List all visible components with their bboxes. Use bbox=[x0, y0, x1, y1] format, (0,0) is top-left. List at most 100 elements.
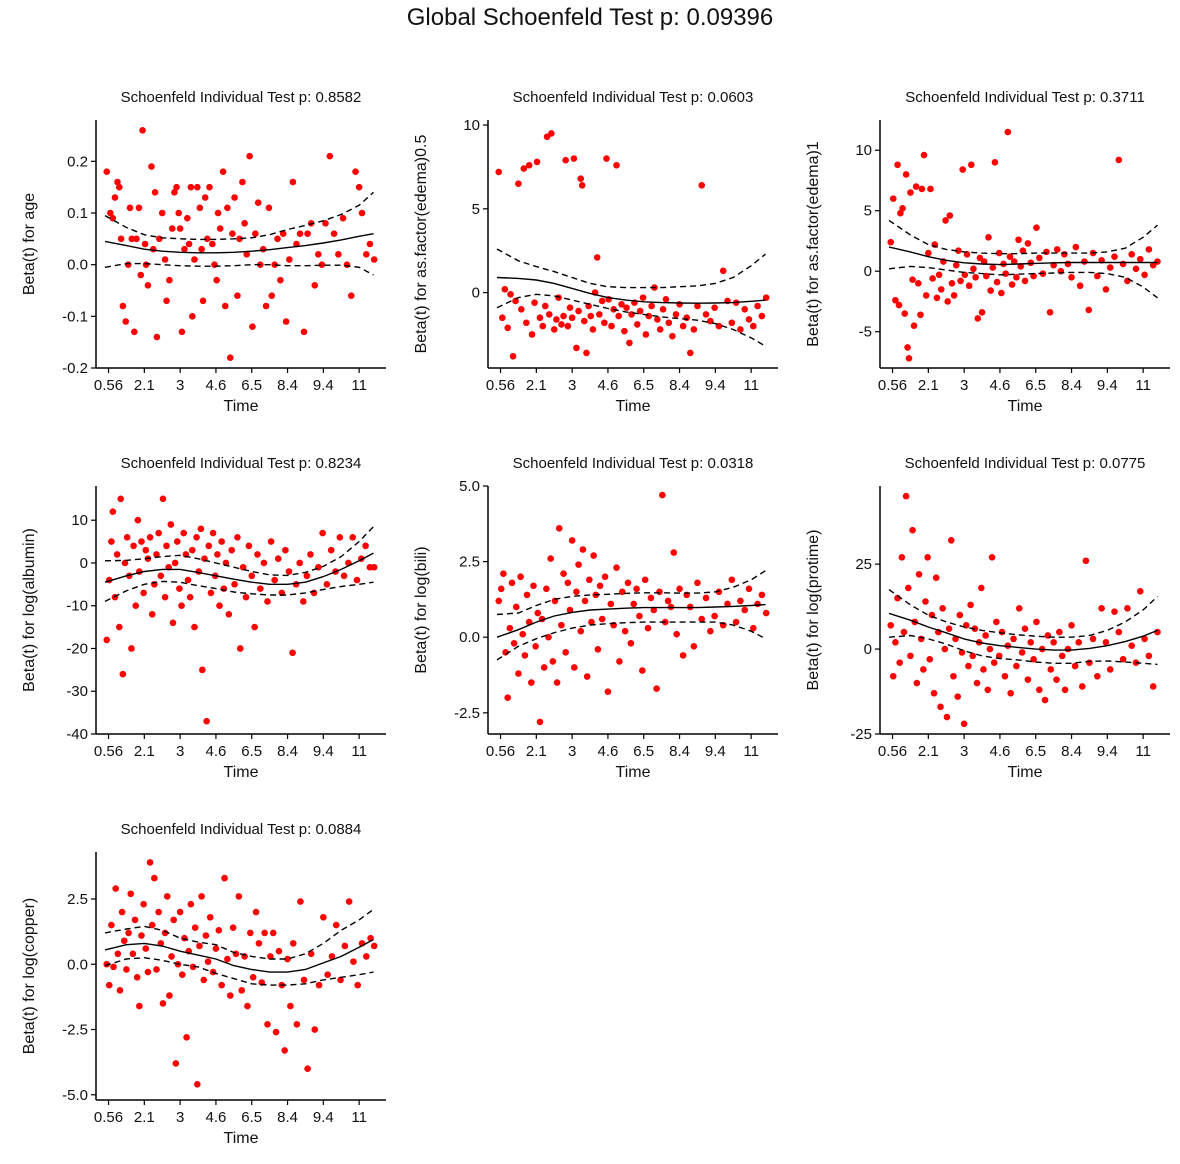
data-point bbox=[932, 574, 940, 582]
y-tick-label: -20 bbox=[66, 640, 88, 657]
data-point bbox=[196, 942, 203, 950]
data-point bbox=[252, 230, 259, 237]
data-point bbox=[216, 602, 223, 610]
data-point bbox=[129, 950, 137, 958]
data-point bbox=[123, 534, 131, 541]
data-point bbox=[686, 349, 694, 357]
data-point bbox=[659, 491, 666, 499]
data-point bbox=[957, 277, 964, 285]
data-point bbox=[255, 940, 263, 947]
data-point bbox=[1081, 258, 1088, 265]
data-point bbox=[924, 554, 931, 561]
data-point bbox=[352, 168, 359, 175]
x-tick-label: 0.56 bbox=[878, 377, 907, 394]
data-point bbox=[1008, 281, 1016, 288]
data-point bbox=[156, 235, 163, 243]
x-tick-label: 9.4 bbox=[313, 1109, 334, 1126]
data-point bbox=[1010, 635, 1017, 643]
data-point bbox=[157, 572, 165, 580]
data-point bbox=[252, 908, 260, 916]
data-point bbox=[715, 588, 723, 596]
data-point bbox=[578, 182, 586, 189]
data-point bbox=[163, 893, 171, 900]
data-point bbox=[508, 579, 516, 587]
data-point bbox=[234, 292, 241, 299]
data-point bbox=[221, 302, 229, 310]
y-tick-label: 2.5 bbox=[459, 554, 480, 571]
data-point bbox=[191, 256, 198, 263]
data-point bbox=[894, 161, 901, 169]
data-point bbox=[203, 717, 210, 725]
data-point bbox=[615, 312, 622, 320]
data-point bbox=[135, 204, 143, 212]
data-point bbox=[115, 183, 123, 191]
y-tick-label: 0 bbox=[472, 285, 480, 302]
data-point bbox=[1098, 605, 1105, 612]
data-point bbox=[158, 209, 166, 217]
data-point bbox=[636, 307, 644, 315]
x-tick-label: 3 bbox=[176, 377, 184, 394]
data-point bbox=[116, 987, 124, 994]
data-point bbox=[587, 312, 595, 320]
data-point bbox=[141, 240, 149, 248]
data-point bbox=[1027, 259, 1035, 267]
data-point bbox=[169, 619, 177, 627]
data-point bbox=[520, 165, 528, 172]
data-point bbox=[267, 953, 274, 960]
data-point bbox=[247, 929, 254, 937]
data-point bbox=[178, 602, 185, 610]
data-point bbox=[335, 251, 342, 258]
data-point bbox=[1041, 696, 1049, 704]
y-tick-label: -10 bbox=[66, 598, 88, 615]
data-point bbox=[327, 546, 335, 554]
data-point bbox=[967, 161, 975, 169]
data-point bbox=[991, 159, 999, 166]
data-point bbox=[1141, 635, 1148, 643]
data-point bbox=[303, 572, 311, 580]
data-point bbox=[613, 564, 620, 571]
data-point bbox=[318, 261, 326, 268]
data-point bbox=[630, 600, 638, 608]
data-point bbox=[1021, 625, 1029, 632]
data-point bbox=[510, 639, 518, 647]
data-point bbox=[110, 963, 117, 971]
data-point bbox=[370, 563, 378, 571]
x-axis-label: Time bbox=[224, 398, 259, 415]
data-point bbox=[945, 625, 953, 632]
data-point bbox=[181, 934, 188, 942]
data-point bbox=[762, 294, 770, 301]
data-point bbox=[961, 271, 969, 279]
data-point bbox=[568, 314, 576, 322]
data-point bbox=[1047, 666, 1055, 673]
data-point bbox=[633, 585, 640, 593]
data-point bbox=[289, 940, 297, 947]
y-tick-label: 0 bbox=[864, 641, 872, 658]
data-point bbox=[215, 927, 223, 934]
data-point bbox=[172, 1060, 180, 1067]
data-point bbox=[1024, 676, 1032, 683]
data-point bbox=[1036, 686, 1043, 694]
data-point bbox=[570, 664, 578, 671]
x-axis-label: Time bbox=[1008, 764, 1043, 781]
data-point bbox=[166, 992, 173, 999]
data-point bbox=[108, 921, 115, 929]
data-point bbox=[204, 235, 211, 243]
data-point bbox=[737, 326, 744, 333]
data-point bbox=[254, 199, 262, 206]
data-point bbox=[118, 908, 126, 916]
data-point bbox=[119, 302, 127, 310]
data-point bbox=[355, 183, 363, 191]
data-point bbox=[972, 273, 979, 281]
upper-confidence-line bbox=[888, 219, 1158, 255]
data-point bbox=[226, 354, 234, 361]
data-point bbox=[113, 551, 121, 558]
data-point bbox=[889, 195, 897, 202]
data-point bbox=[980, 258, 988, 265]
data-point bbox=[1119, 655, 1127, 663]
data-point bbox=[504, 324, 511, 332]
x-axis-label: Time bbox=[616, 398, 651, 415]
data-point bbox=[1017, 263, 1025, 270]
data-point bbox=[564, 322, 572, 330]
fit-line bbox=[104, 552, 374, 585]
data-point bbox=[1141, 271, 1148, 279]
